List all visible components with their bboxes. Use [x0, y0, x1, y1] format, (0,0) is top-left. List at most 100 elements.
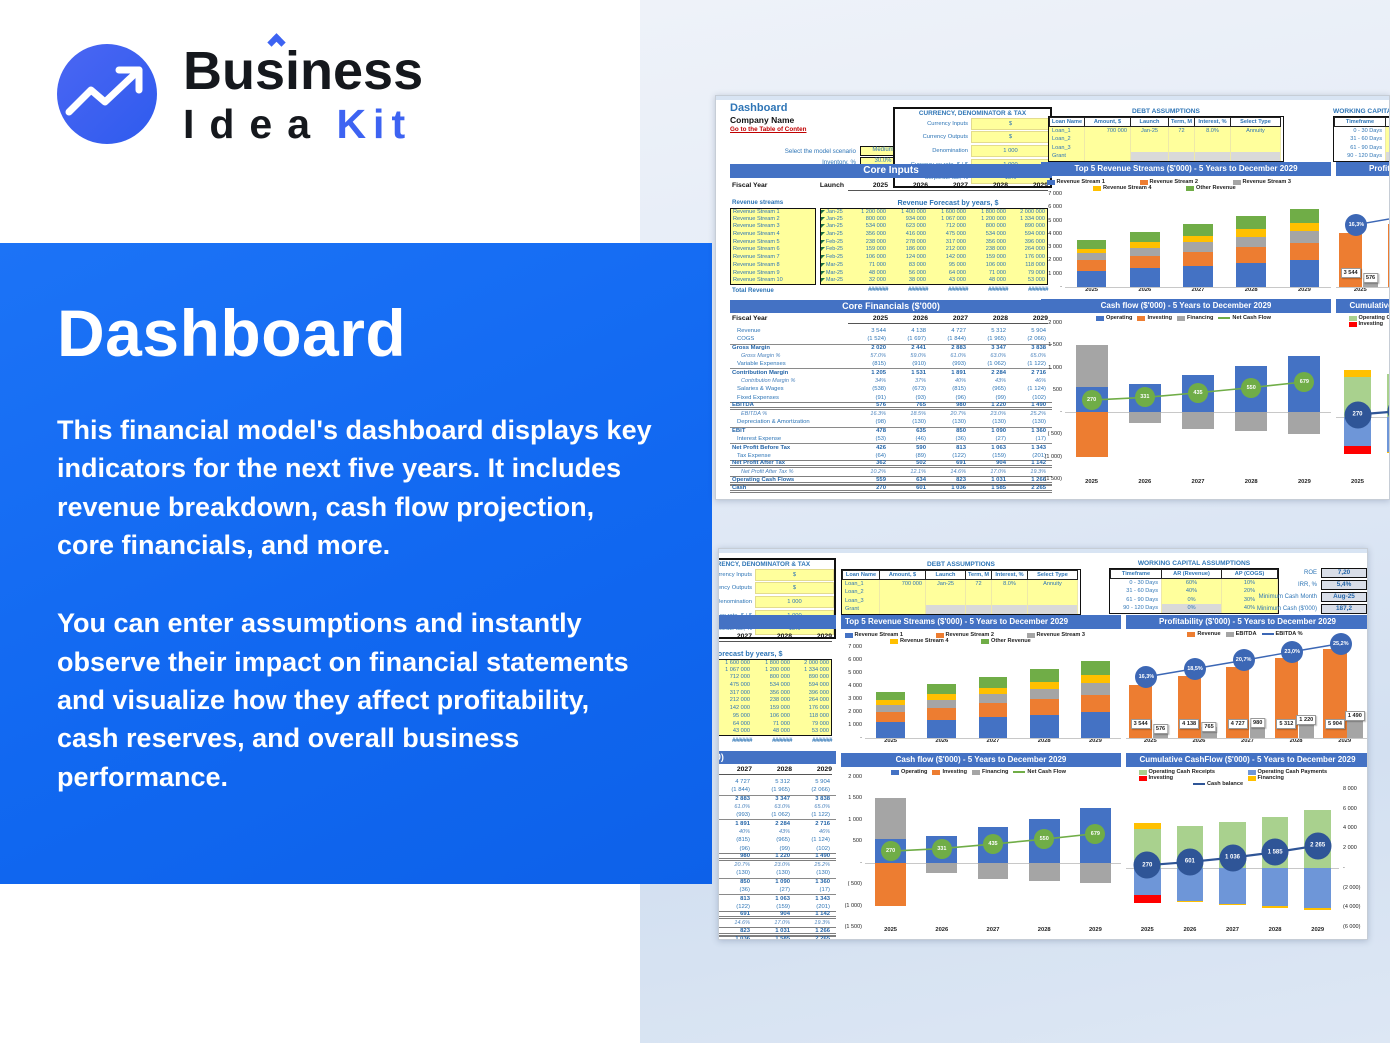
forecast-value-cell[interactable]: 43 000: [719, 728, 752, 736]
input-cell[interactable]: $: [755, 568, 834, 581]
forecast-value-cell[interactable]: 712 000: [719, 674, 752, 683]
forecast-value-cell[interactable]: 1 334 000: [1008, 215, 1048, 224]
forecast-value-cell[interactable]: 106 000: [968, 261, 1008, 270]
launch-month-cell[interactable]: Jan-25: [820, 208, 848, 216]
forecast-value-cell[interactable]: 356 000: [848, 231, 888, 239]
table-cell[interactable]: 0%: [1386, 143, 1389, 153]
table-cell[interactable]: [1169, 143, 1195, 153]
forecast-value-cell[interactable]: 317 000: [719, 689, 752, 698]
forecast-value-cell[interactable]: 64 000: [719, 720, 752, 729]
forecast-value-cell[interactable]: 534 000: [968, 231, 1008, 239]
revenue-stream-name[interactable]: Revenue Stream 6: [730, 246, 816, 255]
forecast-value-cell[interactable]: 159 000: [752, 705, 792, 713]
forecast-value-cell[interactable]: 212 000: [719, 697, 752, 706]
table-cell[interactable]: 0%: [1162, 595, 1222, 605]
table-cell[interactable]: [1195, 152, 1231, 161]
forecast-value-cell[interactable]: 159 000: [848, 246, 888, 255]
forecast-value-cell[interactable]: 83 000: [888, 261, 928, 270]
table-cell[interactable]: 60%: [1162, 578, 1222, 588]
launch-month-cell[interactable]: Feb-25: [820, 238, 848, 247]
forecast-value-cell[interactable]: 356 000: [968, 238, 1008, 247]
forecast-value-cell[interactable]: 212 000: [928, 246, 968, 255]
forecast-value-cell[interactable]: 1 400 000: [888, 208, 928, 216]
input-cell[interactable]: $: [971, 131, 1050, 144]
table-cell[interactable]: [1169, 152, 1195, 161]
table-cell[interactable]: 90 - 120 Days: [1334, 152, 1386, 161]
table-cell[interactable]: 90 - 120 Days: [1110, 604, 1162, 613]
forecast-value-cell[interactable]: 1 067 000: [928, 215, 968, 224]
table-cell[interactable]: Jan-25: [926, 579, 966, 589]
forecast-value-cell[interactable]: 118 000: [792, 712, 832, 721]
forecast-value-cell[interactable]: 142 000: [719, 705, 752, 713]
table-cell[interactable]: [1028, 596, 1078, 606]
forecast-value-cell[interactable]: 124 000: [888, 254, 928, 262]
table-cell[interactable]: Jan-25: [1131, 126, 1169, 136]
table-cell[interactable]: Loan_2: [842, 588, 880, 597]
forecast-value-cell[interactable]: 176 000: [1008, 254, 1048, 262]
forecast-value-cell[interactable]: 186 000: [888, 246, 928, 255]
revenue-stream-name[interactable]: Revenue Stream 10: [730, 277, 816, 285]
toc-link[interactable]: Go to the Table of Conten: [730, 126, 807, 133]
forecast-value-cell[interactable]: 396 000: [792, 689, 832, 698]
table-cell[interactable]: [1169, 135, 1195, 144]
table-cell[interactable]: Annuity: [1028, 579, 1078, 589]
table-cell[interactable]: 8.0%: [992, 579, 1028, 589]
table-cell[interactable]: 10%: [1222, 578, 1278, 588]
forecast-value-cell[interactable]: 71 000: [968, 269, 1008, 278]
table-cell[interactable]: [1085, 152, 1131, 161]
forecast-value-cell[interactable]: 1 800 000: [968, 208, 1008, 216]
launch-month-cell[interactable]: Jan-25: [820, 223, 848, 232]
table-cell[interactable]: [966, 596, 992, 606]
table-cell[interactable]: [1231, 152, 1281, 161]
launch-month-cell[interactable]: Jan-25: [820, 215, 848, 224]
table-cell[interactable]: Loan_2: [1049, 135, 1085, 144]
forecast-value-cell[interactable]: 890 000: [792, 674, 832, 683]
forecast-value-cell[interactable]: 106 000: [848, 254, 888, 262]
forecast-value-cell[interactable]: 79 000: [1008, 269, 1048, 278]
forecast-value-cell[interactable]: 1 067 000: [719, 666, 752, 675]
revenue-stream-name[interactable]: Revenue Stream 8: [730, 261, 816, 270]
launch-month-cell[interactable]: Jan-25: [820, 231, 848, 239]
table-cell[interactable]: [1231, 143, 1281, 153]
table-cell[interactable]: [926, 596, 966, 606]
forecast-value-cell[interactable]: 800 000: [752, 674, 792, 683]
table-cell[interactable]: Loan_1: [842, 579, 880, 589]
revenue-stream-name[interactable]: Revenue Stream 7: [730, 254, 816, 262]
forecast-value-cell[interactable]: 934 000: [888, 215, 928, 224]
table-cell[interactable]: [926, 605, 966, 614]
forecast-value-cell[interactable]: 264 000: [1008, 246, 1048, 255]
launch-month-cell[interactable]: Feb-25: [820, 246, 848, 255]
forecast-value-cell[interactable]: 48 000: [752, 728, 792, 736]
table-cell[interactable]: Grant: [842, 605, 880, 614]
launch-month-cell[interactable]: Mar-25: [820, 261, 848, 270]
kpi-value[interactable]: Aug-25: [1321, 591, 1367, 602]
input-cell[interactable]: 1 000: [971, 144, 1050, 157]
forecast-value-cell[interactable]: 1 800 000: [752, 659, 792, 667]
table-cell[interactable]: 40%: [1386, 135, 1389, 144]
input-cell[interactable]: $: [971, 117, 1050, 130]
table-cell[interactable]: [880, 605, 926, 614]
forecast-value-cell[interactable]: 159 000: [968, 254, 1008, 262]
table-cell[interactable]: [966, 588, 992, 597]
table-cell[interactable]: Grant: [1049, 152, 1085, 161]
table-cell[interactable]: 72: [1169, 126, 1195, 136]
revenue-stream-name[interactable]: Revenue Stream 4: [730, 231, 816, 239]
table-cell[interactable]: [992, 605, 1028, 614]
forecast-value-cell[interactable]: 1 200 000: [752, 666, 792, 675]
forecast-value-cell[interactable]: 623 000: [888, 223, 928, 232]
table-cell[interactable]: [926, 588, 966, 597]
launch-month-cell[interactable]: Mar-25: [820, 269, 848, 278]
table-cell[interactable]: 40%: [1222, 604, 1278, 613]
table-cell[interactable]: [880, 596, 926, 606]
forecast-value-cell[interactable]: 416 000: [888, 231, 928, 239]
forecast-value-cell[interactable]: 95 000: [719, 712, 752, 721]
revenue-stream-name[interactable]: Revenue Stream 2: [730, 215, 816, 224]
forecast-value-cell[interactable]: 53 000: [1008, 277, 1048, 285]
forecast-value-cell[interactable]: 142 000: [928, 254, 968, 262]
table-cell[interactable]: [1085, 143, 1131, 153]
forecast-value-cell[interactable]: 48 000: [848, 269, 888, 278]
table-cell[interactable]: Loan_3: [1049, 143, 1085, 153]
forecast-value-cell[interactable]: 238 000: [968, 246, 1008, 255]
table-cell[interactable]: [1231, 135, 1281, 144]
table-cell[interactable]: 0 - 30 Days: [1110, 578, 1162, 588]
